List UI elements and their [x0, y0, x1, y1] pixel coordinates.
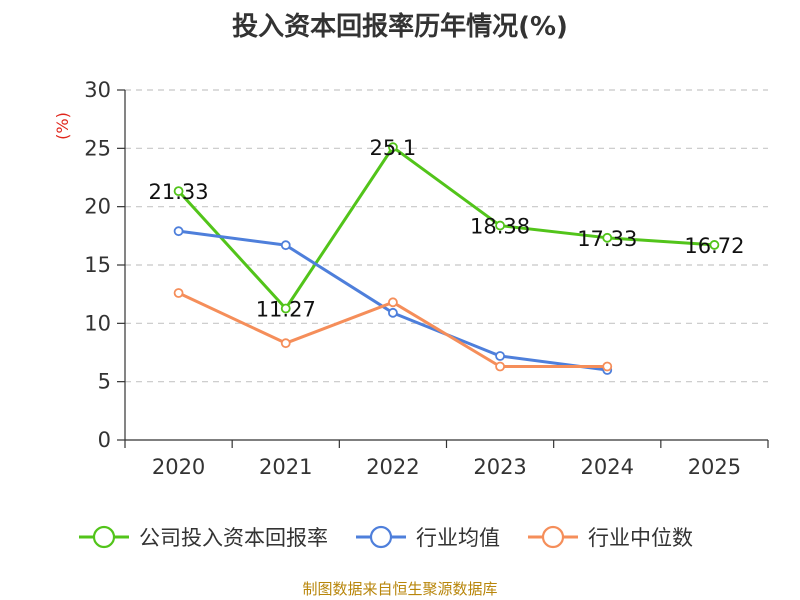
data-label: 16.72 [684, 234, 744, 258]
data-point [280, 338, 291, 349]
data-point [173, 226, 184, 237]
data-point [495, 220, 505, 231]
data-point [280, 240, 291, 251]
data-point [388, 297, 398, 308]
y-tick-labels: 0 5 10 15 20 25 30 [84, 78, 111, 452]
data-label: 17.33 [577, 227, 637, 251]
gridlines [125, 89, 768, 383]
data-point [280, 303, 291, 314]
data-labels: 21.33 11.27 25.1 18.38 17.33 16.72 [149, 136, 745, 321]
legend-marker [92, 525, 116, 549]
legend-item-1: 行业均值 [356, 525, 500, 550]
legend-label: 行业均值 [416, 526, 500, 550]
data-label: 25.1 [370, 136, 417, 160]
x-tick-label: 2023 [473, 455, 526, 479]
legend-marker [369, 525, 393, 549]
y-tick-label: 10 [84, 311, 111, 335]
series-2 [173, 288, 613, 372]
y-tick-label: 20 [84, 195, 111, 219]
y-tick-label: 5 [98, 370, 111, 394]
series-0 [173, 142, 720, 314]
x-tick-label: 2020 [152, 455, 205, 479]
series-lines [173, 142, 720, 375]
data-point [173, 186, 184, 197]
series-line [177, 145, 715, 311]
y-tick-label: 15 [84, 253, 111, 277]
legend-marker [541, 525, 565, 549]
series-1 [173, 226, 613, 375]
data-point [602, 232, 613, 243]
x-tick-label: 2022 [366, 455, 419, 479]
data-point [173, 288, 184, 298]
legend-item-2: 行业中位数 [528, 525, 693, 550]
y-tick-label: 25 [84, 136, 111, 160]
data-label: 18.38 [470, 215, 530, 239]
data-label: 11.27 [256, 298, 316, 322]
x-tick-label: 2025 [688, 455, 741, 479]
data-point [388, 142, 398, 153]
x-tick-labels: 2020 2021 2022 2023 2024 2025 [152, 455, 741, 479]
data-point [709, 240, 720, 250]
legend-label: 公司投入资本回报率 [139, 526, 328, 550]
data-point [602, 361, 613, 372]
x-tick-label: 2024 [581, 455, 634, 479]
data-label: 21.33 [149, 180, 209, 204]
source-note: 制图数据来自恒生聚源数据库 [302, 580, 498, 598]
chart-title: 投入资本回报率历年情况(%) [232, 12, 568, 42]
x-tick-label: 2021 [259, 455, 312, 479]
legend-label: 行业中位数 [588, 526, 693, 550]
data-point [388, 307, 398, 318]
y-tick-label: 0 [98, 428, 111, 452]
legend-item-0: 公司投入资本回报率 [79, 525, 328, 550]
axes [117, 89, 769, 448]
data-point [495, 351, 505, 361]
y-axis-label: (%) [53, 112, 72, 140]
y-tick-label: 30 [84, 78, 111, 102]
legend: 公司投入资本回报率 行业均值 行业中位数 [79, 525, 693, 550]
data-point [495, 361, 505, 372]
